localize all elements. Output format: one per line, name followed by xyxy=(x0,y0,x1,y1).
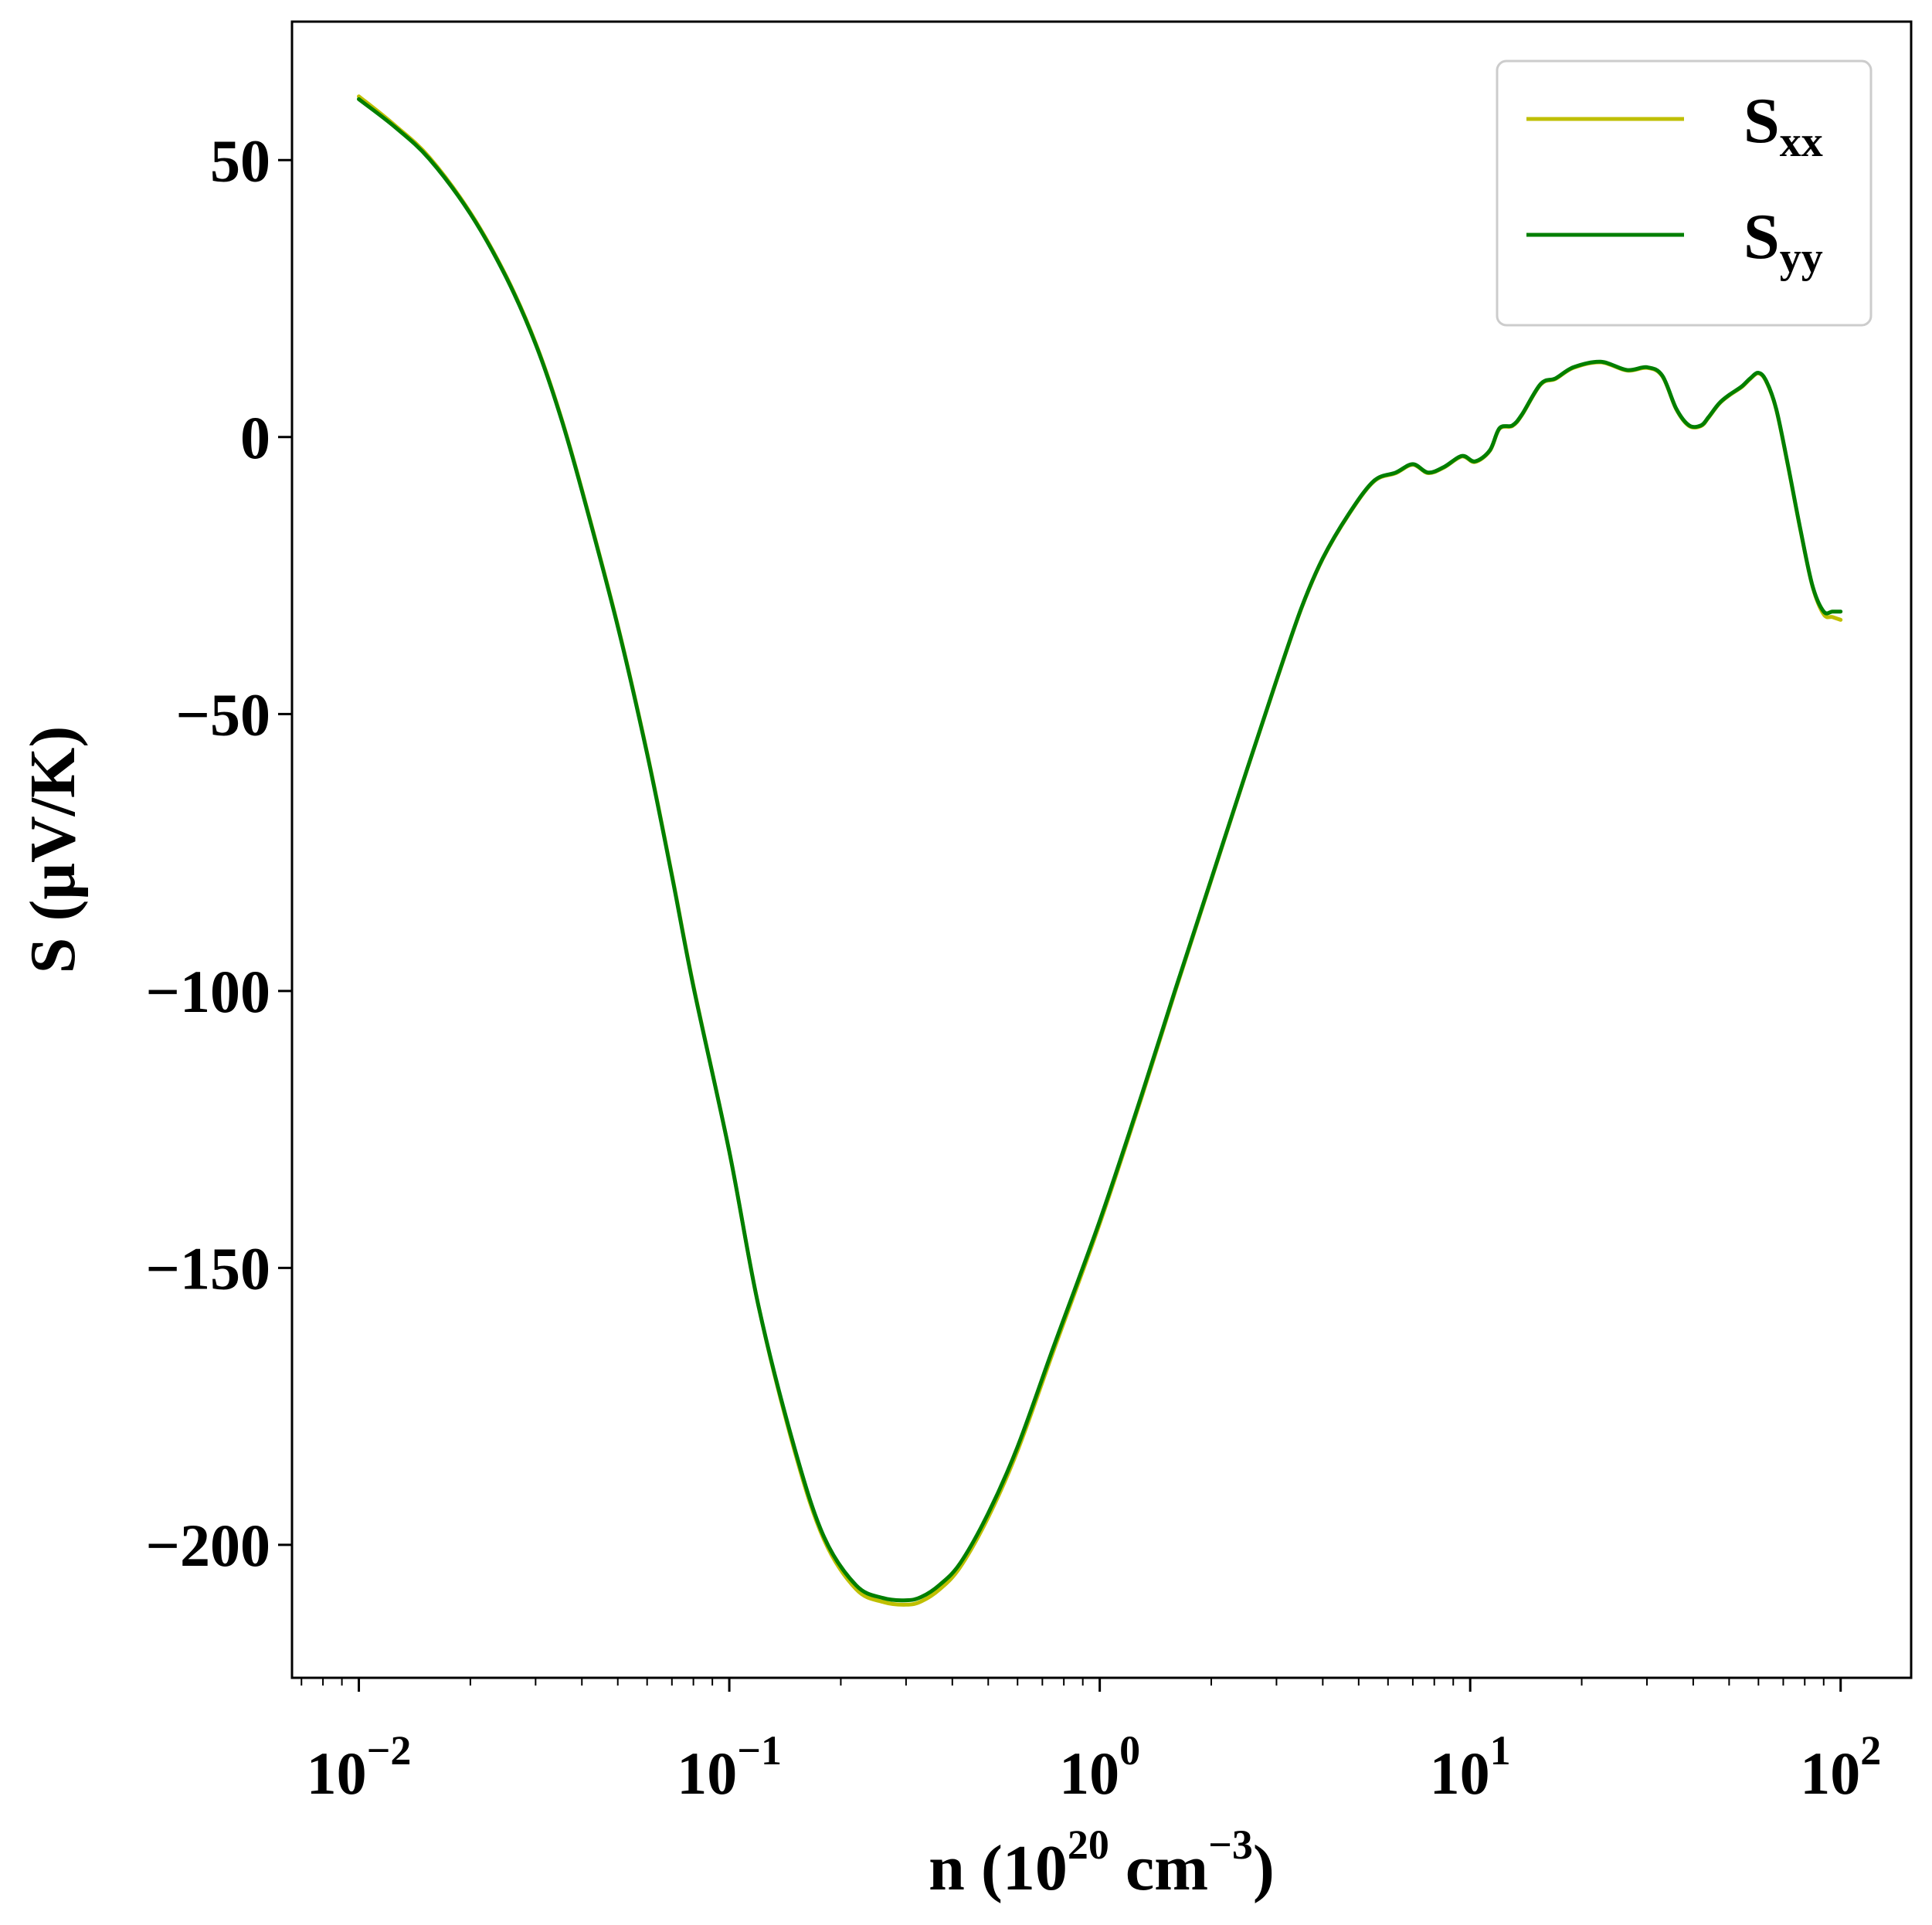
x-tick-label-exp: −2 xyxy=(367,1727,412,1774)
legend-label-sxx-sub: xx xyxy=(1780,118,1823,166)
legend-label-sxx-name: S xyxy=(1744,85,1780,157)
x-tick-label-exp: 2 xyxy=(1860,1727,1881,1774)
y-tick-label: −100 xyxy=(146,958,270,1025)
x-tick-label-exp: 0 xyxy=(1119,1727,1140,1774)
y-tick-label: −50 xyxy=(176,681,270,748)
x-tick-label: 102 xyxy=(1800,1727,1881,1807)
x-tick-label-exp: 1 xyxy=(1490,1727,1511,1774)
legend: Sxx Syy xyxy=(1496,59,1873,327)
x-axis-ticks: 10−2 10−1 100 101 102 xyxy=(300,1678,1881,1807)
x-tick-label: 100 xyxy=(1059,1727,1140,1807)
y-tick-label: −200 xyxy=(146,1512,270,1579)
legend-frame xyxy=(1496,59,1873,327)
x-axis-label-mid: cm xyxy=(1109,1832,1208,1904)
legend-label-syy-sub: yy xyxy=(1780,234,1823,282)
x-tick-label-base: 10 xyxy=(1800,1740,1860,1807)
x-tick-label-base: 10 xyxy=(677,1740,737,1807)
x-tick-label-base: 10 xyxy=(1059,1740,1119,1807)
y-tick-label: 50 xyxy=(210,127,270,194)
y-axis-ticks: 50 0 −50 −100 −150 −200 xyxy=(146,127,292,1579)
plot-area xyxy=(290,20,1913,1679)
x-axis-label: n (1020 cm−3) xyxy=(929,1821,1275,1904)
x-axis-label-base: n (10 xyxy=(929,1832,1068,1904)
x-tick-label: 101 xyxy=(1430,1727,1511,1807)
series-layer xyxy=(357,94,1843,1607)
legend-label-syy: Syy xyxy=(1744,201,1823,282)
legend-label-syy-name: S xyxy=(1744,201,1780,273)
x-axis-label-exp1: 20 xyxy=(1068,1821,1109,1868)
x-tick-label: 10−2 xyxy=(307,1727,412,1807)
x-axis-label-end: ) xyxy=(1253,1832,1275,1904)
x-tick-label-base: 10 xyxy=(1430,1740,1490,1807)
y-tick-label: 0 xyxy=(240,404,270,471)
series-line-syy xyxy=(357,97,1843,1603)
x-tick-label-exp: −1 xyxy=(737,1727,782,1774)
x-axis-label-exp2: −3 xyxy=(1208,1821,1253,1868)
y-axis-label: S (μV/K) xyxy=(17,726,89,974)
y-tick-label: −150 xyxy=(146,1234,270,1302)
legend-label-sxx: Sxx xyxy=(1744,85,1823,166)
x-tick-label: 10−1 xyxy=(677,1727,782,1807)
x-tick-label-base: 10 xyxy=(307,1740,367,1807)
